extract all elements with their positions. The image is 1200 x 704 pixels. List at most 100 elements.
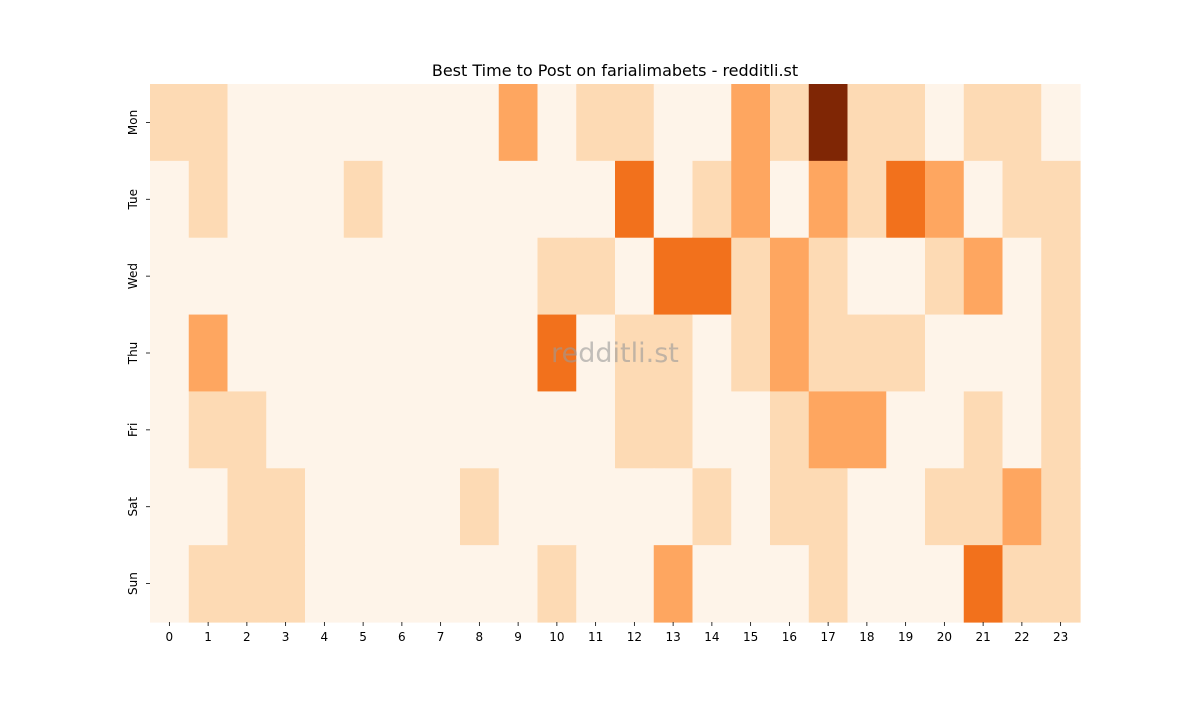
y-axis: Mon Tue Wed Thu Fri Sat Sun xyxy=(126,110,150,595)
heatmap-cell-wed-18 xyxy=(847,237,887,316)
heatmap-cell-sat-7 xyxy=(421,468,461,546)
heatmap-cell-mon-19 xyxy=(886,84,926,162)
heatmap-cell-sat-18 xyxy=(847,468,887,546)
heatmap-cell-fri-6 xyxy=(382,391,422,469)
heatmap-cell-fri-22 xyxy=(1002,391,1042,469)
heatmap-cell-fri-21 xyxy=(963,391,1004,469)
heatmap-cell-mon-22 xyxy=(1002,84,1042,162)
x-tick-label: 16 xyxy=(782,630,797,644)
y-tick-label: Sat xyxy=(126,497,140,517)
heatmap-cell-thu-12 xyxy=(615,314,655,393)
heatmap-cell-thu-19 xyxy=(886,314,926,393)
heatmap-cell-wed-14 xyxy=(692,237,732,316)
x-tick-label: 1 xyxy=(204,630,212,644)
heatmap-cell-thu-7 xyxy=(421,314,461,393)
heatmap-cell-sat-15 xyxy=(731,468,771,546)
heatmap-cell-sat-6 xyxy=(382,468,422,546)
x-tick-label: 15 xyxy=(743,630,758,644)
heatmap-cell-sat-9 xyxy=(498,468,539,546)
heatmap-cell-wed-11 xyxy=(576,237,616,316)
heatmap-cell-mon-11 xyxy=(576,84,616,162)
heatmap-cell-sat-20 xyxy=(925,468,965,546)
heatmap-cell-wed-12 xyxy=(615,237,655,316)
heatmap-cell-wed-3 xyxy=(266,237,306,316)
heatmap-cell-mon-15 xyxy=(731,84,771,162)
y-tick-label: Mon xyxy=(126,110,140,135)
heatmap-cell-sat-0 xyxy=(150,468,190,546)
heatmap-cell-tue-16 xyxy=(770,160,810,239)
heatmap-cell-fri-20 xyxy=(925,391,965,469)
heatmap-cell-tue-8 xyxy=(460,160,500,239)
y-tick-label: Tue xyxy=(126,189,140,211)
heatmap-cell-thu-3 xyxy=(266,314,306,393)
heatmap-cell-thu-18 xyxy=(847,314,887,393)
heatmap-cell-wed-5 xyxy=(343,237,384,316)
heatmap-cell-fri-17 xyxy=(808,391,849,469)
x-tick-label: 13 xyxy=(665,630,680,644)
heatmap-cell-fri-5 xyxy=(343,391,384,469)
x-tick-label: 5 xyxy=(359,630,367,644)
heatmap-cell-tue-5 xyxy=(343,160,384,239)
heatmap-cell-tue-9 xyxy=(498,160,539,239)
heatmap-cell-fri-2 xyxy=(227,391,267,469)
heatmap-cell-fri-10 xyxy=(537,391,577,469)
heatmap-cell-fri-19 xyxy=(886,391,926,469)
heatmap-cell-wed-15 xyxy=(731,237,771,316)
heatmap-cell-sun-0 xyxy=(150,545,190,623)
heatmap-cell-sat-16 xyxy=(770,468,810,546)
heatmap-cell-thu-20 xyxy=(925,314,965,393)
y-tick-label: Thu xyxy=(126,342,140,366)
heatmap-cell-thu-14 xyxy=(692,314,732,393)
heatmap-cell-thu-11 xyxy=(576,314,616,393)
heatmap-cell-mon-6 xyxy=(382,84,422,162)
heatmap-cell-thu-2 xyxy=(227,314,267,393)
heatmap-cell-mon-21 xyxy=(963,84,1004,162)
heatmap-cell-fri-0 xyxy=(150,391,190,469)
heatmap-cell-sun-2 xyxy=(227,545,267,623)
heatmap-cell-tue-6 xyxy=(382,160,422,239)
heatmap-cell-sun-10 xyxy=(537,545,577,623)
heatmap-cell-tue-15 xyxy=(731,160,771,239)
heatmap-cell-fri-12 xyxy=(615,391,655,469)
heatmap-cell-thu-10 xyxy=(537,314,577,393)
y-tick-label: Fri xyxy=(126,423,140,437)
heatmap-cell-tue-2 xyxy=(227,160,267,239)
heatmap-cell-thu-6 xyxy=(382,314,422,393)
heatmap-cell-mon-10 xyxy=(537,84,577,162)
heatmap-cell-tue-0 xyxy=(150,160,190,239)
heatmap-cell-tue-17 xyxy=(808,160,849,239)
heatmap-cell-mon-12 xyxy=(615,84,655,162)
heatmap-cell-sun-14 xyxy=(692,545,732,623)
heatmap-cell-mon-9 xyxy=(498,84,539,162)
heatmap-cell-sat-14 xyxy=(692,468,732,546)
heatmap-cell-thu-9 xyxy=(498,314,539,393)
heatmap-cell-tue-3 xyxy=(266,160,306,239)
heatmap-cell-sun-20 xyxy=(925,545,965,623)
x-tick-label: 21 xyxy=(975,630,990,644)
heatmap-cell-fri-7 xyxy=(421,391,461,469)
heatmap-cell-mon-16 xyxy=(770,84,810,162)
heatmap-cell-wed-23 xyxy=(1041,237,1081,316)
heatmap-cell-wed-10 xyxy=(537,237,577,316)
heatmap-cell-thu-4 xyxy=(305,314,345,393)
heatmap-cell-thu-5 xyxy=(343,314,384,393)
heatmap-cell-sat-10 xyxy=(537,468,577,546)
heatmap-cell-mon-20 xyxy=(925,84,965,162)
x-tick-label: 11 xyxy=(588,630,603,644)
heatmap-cell-tue-7 xyxy=(421,160,461,239)
x-tick-label: 22 xyxy=(1014,630,1029,644)
x-tick-label: 19 xyxy=(898,630,913,644)
heatmap-cell-sun-19 xyxy=(886,545,926,623)
heatmap-cell-fri-15 xyxy=(731,391,771,469)
heatmap-cell-sat-5 xyxy=(343,468,384,546)
heatmap-cell-tue-23 xyxy=(1041,160,1081,239)
heatmap-cell-wed-20 xyxy=(925,237,965,316)
watermark: redditli.st xyxy=(551,338,679,369)
heatmap-cell-fri-11 xyxy=(576,391,616,469)
x-tick-label: 18 xyxy=(859,630,874,644)
heatmap-cell-mon-1 xyxy=(188,84,229,162)
heatmap-cell-sat-19 xyxy=(886,468,926,546)
chart-title: Best Time to Post on farialimabets - red… xyxy=(432,61,798,80)
heatmap-cell-fri-1 xyxy=(188,391,229,469)
